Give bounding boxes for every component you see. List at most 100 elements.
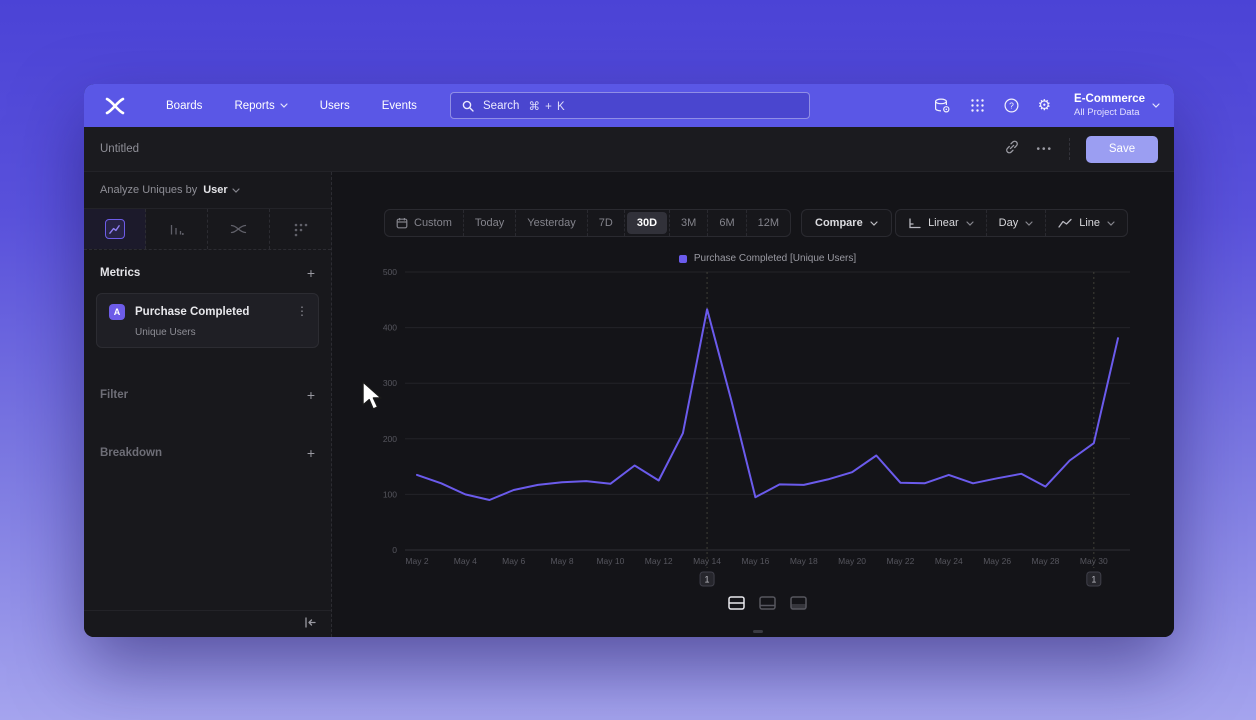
- x-tick-label: May 6: [502, 556, 525, 566]
- query-sidebar: Analyze Uniques by User: [84, 172, 332, 637]
- nav-boards[interactable]: Boards: [154, 94, 214, 118]
- range-custom[interactable]: Custom: [385, 210, 464, 236]
- display-controls-group: Linear Day: [895, 209, 1128, 237]
- y-tick-label: 0: [392, 545, 397, 555]
- y-tick-label: 400: [383, 323, 397, 333]
- main-nav: Boards Reports Users Events: [154, 94, 429, 118]
- flows-icon: [230, 224, 247, 234]
- interval-dropdown[interactable]: Day: [987, 210, 1047, 236]
- analyze-entity-value: User: [203, 184, 228, 196]
- range-label: 3M: [681, 217, 697, 229]
- x-tick-label: May 2: [405, 556, 428, 566]
- metric-series-badge: A: [109, 304, 125, 320]
- save-button[interactable]: Save: [1086, 135, 1158, 163]
- breakdown-heading: Breakdown: [100, 447, 162, 459]
- annotation-badge[interactable]: [1086, 571, 1102, 587]
- link-glyph: [1006, 140, 1019, 153]
- nav-label: Users: [319, 99, 350, 112]
- search-input[interactable]: Search ⌘ + K: [450, 92, 810, 119]
- calendar-icon: [396, 218, 408, 229]
- filter-heading: Filter: [100, 389, 129, 401]
- analyze-entity-dropdown[interactable]: User: [203, 184, 240, 196]
- chevron-down-icon: [1025, 220, 1033, 226]
- range-label: Yesterday: [527, 217, 576, 229]
- chevron-down-icon: [1107, 220, 1115, 226]
- y-tick-label: 300: [383, 378, 397, 388]
- chart-type-label: Line: [1079, 217, 1100, 229]
- nav-users[interactable]: Users: [308, 94, 362, 118]
- chevron-down-icon: [966, 220, 974, 226]
- x-tick-label: May 24: [935, 556, 963, 566]
- range-today[interactable]: Today: [464, 210, 517, 236]
- range-6m[interactable]: 6M: [708, 210, 747, 236]
- settings-gear-icon[interactable]: ⚙: [1037, 97, 1052, 114]
- data-management-icon[interactable]: [934, 98, 951, 114]
- chevron-down-icon: [232, 187, 240, 193]
- chart-legend: Purchase Completed [Unique Users]: [405, 253, 1130, 264]
- scroll-indicator[interactable]: [753, 630, 763, 633]
- more-options-icon[interactable]: •••: [1036, 143, 1053, 155]
- metric-kebab-icon[interactable]: ⋮: [296, 304, 308, 318]
- chevron-down-icon: [280, 103, 288, 108]
- apps-grid-icon[interactable]: [970, 98, 985, 113]
- range-7d[interactable]: 7D: [588, 210, 625, 236]
- date-range-group: Custom Today Yesterday 7D 30D 3M 6M 12M: [384, 209, 792, 237]
- y-tick-label: 500: [383, 267, 397, 277]
- line-chart-icon: [1058, 218, 1072, 229]
- chevron-down-icon: [1152, 103, 1160, 108]
- grid-dots-glyph: [970, 99, 984, 112]
- add-metric-button[interactable]: +: [306, 265, 315, 281]
- nav-events[interactable]: Events: [370, 94, 429, 118]
- metric-card-top: A Purchase Completed: [109, 304, 306, 320]
- layout-chart-only-button[interactable]: [756, 593, 780, 612]
- metric-event-name: Purchase Completed: [135, 306, 250, 318]
- range-3m[interactable]: 3M: [669, 210, 709, 236]
- search-placeholder: Search: [483, 99, 520, 112]
- tab-funnels[interactable]: [146, 209, 208, 249]
- retention-dots-icon: [294, 223, 308, 236]
- series-line[interactable]: [416, 308, 1119, 501]
- nav-reports[interactable]: Reports: [222, 94, 299, 118]
- range-label: Custom: [414, 217, 452, 229]
- x-tick-label: May 26: [983, 556, 1011, 566]
- chart-type-dropdown[interactable]: Line: [1046, 210, 1127, 236]
- share-link-icon[interactable]: [1004, 139, 1020, 160]
- tab-insights[interactable]: [84, 209, 146, 249]
- tab-flows[interactable]: [208, 209, 270, 249]
- breakdown-section-header: Breakdown +: [84, 430, 331, 476]
- metric-aggregation[interactable]: Unique Users: [135, 327, 196, 338]
- project-selector[interactable]: E-Commerce All Project Data: [1074, 93, 1160, 118]
- filter-section-header: Filter +: [84, 372, 331, 418]
- report-titlebar: Untitled ••• Save: [84, 127, 1174, 172]
- compare-button[interactable]: Compare: [801, 209, 892, 237]
- annotation-badge-label: 1: [1091, 575, 1096, 585]
- range-12m[interactable]: 12M: [747, 210, 790, 236]
- svg-text:?: ?: [1009, 101, 1014, 111]
- axis-scale-icon: [908, 217, 921, 229]
- add-filter-button[interactable]: +: [306, 387, 315, 403]
- x-tick-label: May 18: [790, 556, 818, 566]
- titlebar-actions: ••• Save: [1004, 135, 1158, 163]
- range-label: 12M: [757, 217, 780, 229]
- compare-label: Compare: [815, 217, 863, 229]
- help-icon[interactable]: ?: [1004, 98, 1019, 113]
- range-label: Today: [474, 217, 505, 229]
- add-breakdown-button[interactable]: +: [306, 445, 315, 461]
- range-label: 30D: [636, 217, 658, 229]
- insights-chart-icon: [104, 219, 125, 239]
- collapse-sidebar-icon[interactable]: [304, 615, 317, 633]
- range-30d[interactable]: 30D: [626, 212, 668, 234]
- annotation-badge[interactable]: [699, 571, 715, 587]
- layout-table-only-button[interactable]: [787, 593, 811, 612]
- range-yesterday[interactable]: Yesterday: [516, 210, 588, 236]
- chart-toolbar: Custom Today Yesterday 7D 30D 3M 6M 12M Compare…: [384, 209, 1128, 237]
- report-title[interactable]: Untitled: [100, 143, 139, 155]
- mixpanel-logo-icon[interactable]: [102, 93, 128, 119]
- tab-retention[interactable]: [270, 209, 331, 249]
- scale-dropdown[interactable]: Linear: [896, 210, 987, 236]
- layout-split-horizontal-button[interactable]: [725, 593, 749, 612]
- legend-label: Purchase Completed [Unique Users]: [693, 253, 857, 264]
- y-tick-label: 100: [383, 489, 397, 499]
- report-type-tabs: [84, 209, 331, 250]
- metric-card[interactable]: A Purchase Completed Unique Users ⋮: [96, 293, 319, 348]
